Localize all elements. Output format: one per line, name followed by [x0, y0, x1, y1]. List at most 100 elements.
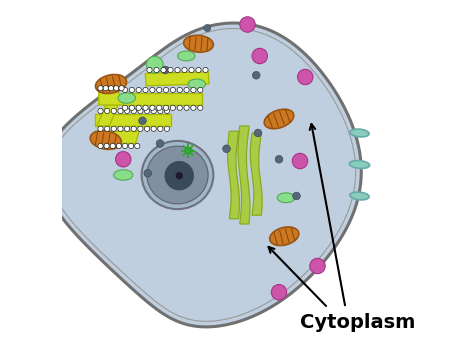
Circle shape — [131, 126, 137, 132]
Circle shape — [147, 67, 152, 73]
Circle shape — [119, 85, 124, 91]
Circle shape — [271, 285, 287, 300]
Ellipse shape — [350, 192, 369, 200]
Circle shape — [111, 108, 117, 113]
Polygon shape — [250, 133, 262, 215]
Circle shape — [164, 105, 169, 111]
Circle shape — [168, 67, 173, 73]
Circle shape — [129, 105, 135, 111]
Circle shape — [145, 108, 150, 113]
Circle shape — [156, 105, 162, 111]
Circle shape — [252, 71, 260, 79]
Circle shape — [292, 192, 301, 200]
Circle shape — [223, 145, 230, 153]
Circle shape — [109, 85, 114, 91]
Circle shape — [158, 108, 163, 113]
Circle shape — [98, 85, 103, 91]
Circle shape — [150, 105, 155, 111]
Circle shape — [162, 66, 169, 74]
Circle shape — [292, 153, 308, 169]
Polygon shape — [97, 105, 118, 126]
Circle shape — [151, 126, 156, 132]
Circle shape — [164, 126, 170, 132]
Circle shape — [156, 87, 162, 93]
Circle shape — [129, 87, 135, 93]
Circle shape — [240, 17, 255, 32]
Circle shape — [143, 87, 148, 93]
Circle shape — [135, 144, 140, 149]
Ellipse shape — [349, 161, 370, 168]
Circle shape — [168, 164, 190, 187]
Circle shape — [185, 147, 191, 154]
Circle shape — [131, 108, 137, 113]
Circle shape — [164, 87, 169, 93]
Ellipse shape — [350, 129, 369, 137]
Circle shape — [122, 87, 128, 93]
Circle shape — [298, 69, 313, 85]
Polygon shape — [238, 126, 250, 224]
Circle shape — [110, 144, 115, 149]
Circle shape — [98, 108, 103, 113]
Polygon shape — [121, 93, 202, 105]
Circle shape — [170, 105, 175, 111]
Circle shape — [175, 172, 183, 179]
Circle shape — [138, 126, 143, 132]
Circle shape — [105, 108, 110, 113]
Circle shape — [105, 126, 110, 132]
Circle shape — [122, 105, 128, 111]
Polygon shape — [95, 131, 139, 144]
Ellipse shape — [183, 35, 213, 52]
Circle shape — [104, 144, 109, 149]
Circle shape — [203, 67, 208, 73]
Circle shape — [98, 144, 103, 149]
Circle shape — [143, 105, 148, 111]
Circle shape — [138, 108, 143, 113]
Circle shape — [118, 108, 123, 113]
Polygon shape — [228, 131, 239, 219]
Circle shape — [128, 144, 134, 149]
Circle shape — [145, 126, 150, 132]
Circle shape — [116, 152, 131, 167]
Circle shape — [198, 87, 203, 93]
Circle shape — [136, 105, 141, 111]
Ellipse shape — [90, 131, 121, 149]
Circle shape — [252, 48, 267, 64]
Circle shape — [204, 25, 211, 32]
Circle shape — [158, 126, 163, 132]
Circle shape — [122, 144, 128, 149]
Circle shape — [114, 85, 119, 91]
Circle shape — [191, 105, 196, 111]
Polygon shape — [99, 91, 123, 105]
Ellipse shape — [188, 79, 206, 89]
Circle shape — [139, 117, 146, 125]
Circle shape — [196, 67, 201, 73]
Circle shape — [170, 87, 175, 93]
Circle shape — [116, 144, 121, 149]
Ellipse shape — [277, 193, 295, 203]
Circle shape — [310, 258, 325, 274]
Ellipse shape — [270, 227, 299, 246]
Circle shape — [164, 108, 170, 113]
Ellipse shape — [177, 51, 195, 61]
Circle shape — [198, 105, 203, 111]
Circle shape — [111, 126, 117, 132]
Circle shape — [175, 67, 180, 73]
Circle shape — [177, 105, 182, 111]
Ellipse shape — [95, 75, 127, 93]
Ellipse shape — [142, 141, 213, 209]
Circle shape — [189, 67, 194, 73]
Circle shape — [182, 67, 187, 73]
Circle shape — [191, 87, 196, 93]
Circle shape — [118, 126, 123, 132]
Circle shape — [151, 108, 156, 113]
Ellipse shape — [147, 146, 208, 204]
Circle shape — [184, 87, 189, 93]
Ellipse shape — [264, 109, 294, 129]
Circle shape — [177, 87, 182, 93]
Circle shape — [275, 155, 283, 163]
Circle shape — [164, 161, 194, 190]
Polygon shape — [146, 72, 209, 86]
Circle shape — [144, 169, 152, 177]
Text: Cytoplasm: Cytoplasm — [300, 313, 415, 331]
Polygon shape — [43, 23, 361, 327]
